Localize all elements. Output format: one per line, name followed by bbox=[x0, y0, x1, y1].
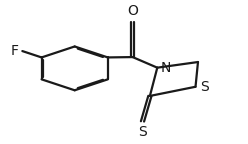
Text: F: F bbox=[11, 44, 19, 58]
Text: O: O bbox=[127, 4, 138, 18]
Text: S: S bbox=[200, 80, 209, 94]
Text: N: N bbox=[161, 61, 171, 75]
Text: S: S bbox=[138, 125, 147, 139]
